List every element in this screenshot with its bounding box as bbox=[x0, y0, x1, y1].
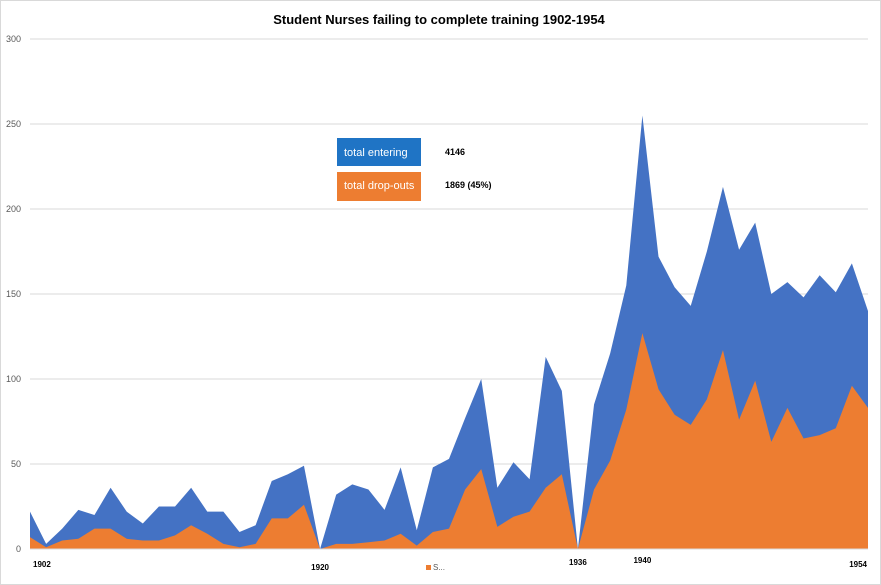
y-tick-label: 50 bbox=[11, 459, 21, 469]
y-tick-label: 150 bbox=[6, 289, 21, 299]
y-tick-label: 0 bbox=[16, 544, 21, 554]
annotation-value: 4146 bbox=[445, 147, 465, 157]
x-tick-label: 1954 bbox=[849, 560, 867, 569]
annotation-label: total entering bbox=[344, 147, 408, 159]
annotation-box bbox=[337, 172, 421, 201]
annotation-total-entering: total entering 4146 bbox=[337, 138, 465, 166]
y-tick-label: 300 bbox=[6, 34, 21, 44]
x-tick-label: 1920 bbox=[311, 563, 329, 572]
legend-text: S... bbox=[433, 563, 445, 572]
x-tick-label: 1936 bbox=[569, 558, 587, 567]
y-tick-label: 200 bbox=[6, 204, 21, 214]
annotation-label: total drop-outs bbox=[344, 180, 415, 192]
y-tick-label: 250 bbox=[6, 119, 21, 129]
chart-title: Student Nurses failing to complete train… bbox=[273, 12, 605, 27]
y-axis: 0 50 100 150 200 250 300 bbox=[6, 34, 21, 554]
x-axis: 1902 1920 1936 1940 1954 bbox=[33, 556, 868, 572]
legend: S... bbox=[426, 563, 445, 572]
annotation-box bbox=[337, 138, 421, 166]
annotation-total-drop-outs: total drop-outs 1869 (45%) bbox=[337, 172, 492, 201]
x-tick-label: 1940 bbox=[633, 556, 651, 565]
y-tick-label: 100 bbox=[6, 374, 21, 384]
area-series-2 bbox=[30, 333, 868, 549]
annotation-value: 1869 (45%) bbox=[445, 180, 492, 190]
plot-area bbox=[30, 115, 868, 549]
x-tick-label: 1902 bbox=[33, 560, 51, 569]
legend-swatch bbox=[426, 565, 431, 570]
